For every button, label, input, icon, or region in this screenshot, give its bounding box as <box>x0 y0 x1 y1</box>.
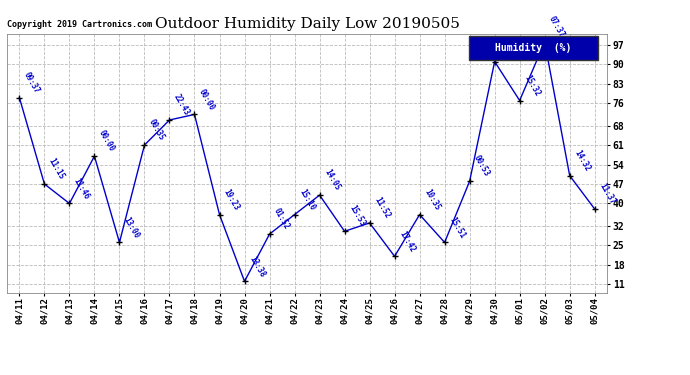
Text: 07:37: 07:37 <box>547 15 566 39</box>
Text: 11:46: 11:46 <box>72 176 91 201</box>
Text: 00:35: 00:35 <box>147 118 166 142</box>
Text: 22:43: 22:43 <box>172 93 191 117</box>
Text: Copyright 2019 Cartronics.com: Copyright 2019 Cartronics.com <box>7 20 152 28</box>
Text: Humidity  (%): Humidity (%) <box>495 43 572 53</box>
Text: 15:53: 15:53 <box>347 204 366 228</box>
Text: 10:35: 10:35 <box>422 187 442 212</box>
Text: 15:10: 15:10 <box>297 187 317 212</box>
Text: 15:51: 15:51 <box>447 215 466 240</box>
FancyBboxPatch shape <box>469 36 598 60</box>
Text: 17:42: 17:42 <box>397 229 417 254</box>
Text: 14:32: 14:32 <box>572 148 591 173</box>
Text: 00:00: 00:00 <box>197 87 217 112</box>
Text: 11:15: 11:15 <box>47 157 66 181</box>
Text: 09:37: 09:37 <box>22 70 41 95</box>
Text: 14:05: 14:05 <box>322 168 342 192</box>
Text: 11:52: 11:52 <box>372 196 391 220</box>
Text: 11:37: 11:37 <box>598 182 617 206</box>
Text: 07:37: 07:37 <box>497 34 517 59</box>
Text: 00:53: 00:53 <box>472 154 491 178</box>
Text: 01:52: 01:52 <box>272 207 291 231</box>
Text: 15:32: 15:32 <box>522 73 542 98</box>
Title: Outdoor Humidity Daily Low 20190505: Outdoor Humidity Daily Low 20190505 <box>155 17 460 31</box>
Text: 00:00: 00:00 <box>97 129 117 153</box>
Text: 19:23: 19:23 <box>222 187 242 212</box>
Text: 13:38: 13:38 <box>247 254 266 279</box>
Text: 13:00: 13:00 <box>122 215 141 240</box>
